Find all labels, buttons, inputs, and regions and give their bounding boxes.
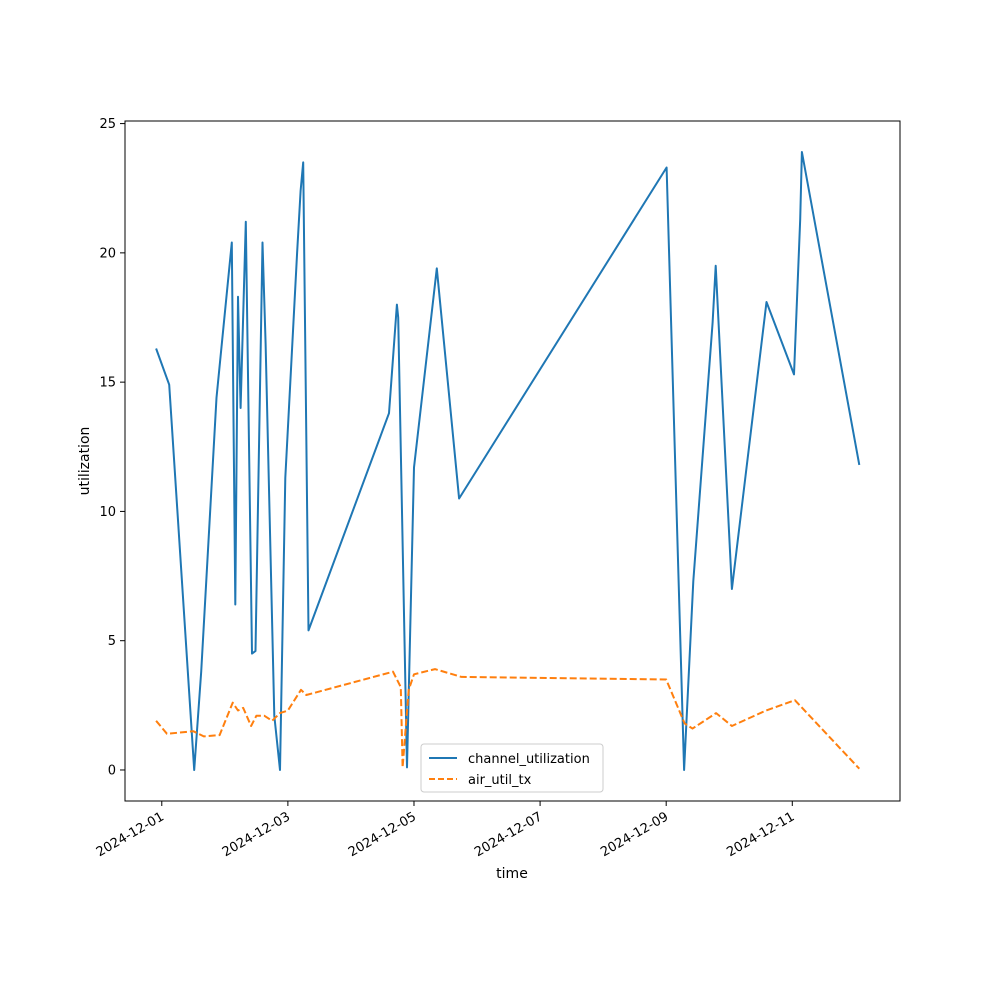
- y-axis-label: utilization: [77, 427, 93, 496]
- y-axis: 0 5 10 15 20 25: [99, 117, 125, 778]
- legend-box: [420, 743, 604, 793]
- axes-frame: [124, 120, 901, 802]
- x-axis-label: time: [496, 866, 528, 882]
- y-tick-label: 10: [99, 505, 116, 520]
- legend-label-air-util-tx: air_util_tx: [468, 773, 532, 788]
- legend: channel_utilization air_util_tx: [420, 743, 604, 793]
- y-tick-label: 0: [108, 763, 116, 778]
- series-line-channel-utilization: [155, 151, 861, 771]
- series-layer: [155, 151, 861, 771]
- y-tick-label: 20: [99, 246, 116, 261]
- series-line-air-util-tx: [155, 668, 861, 770]
- y-tick-label: 25: [99, 117, 116, 132]
- legend-label-channel-utilization: channel_utilization: [468, 752, 590, 767]
- y-tick-label: 5: [108, 634, 116, 649]
- y-tick-label: 15: [99, 376, 116, 391]
